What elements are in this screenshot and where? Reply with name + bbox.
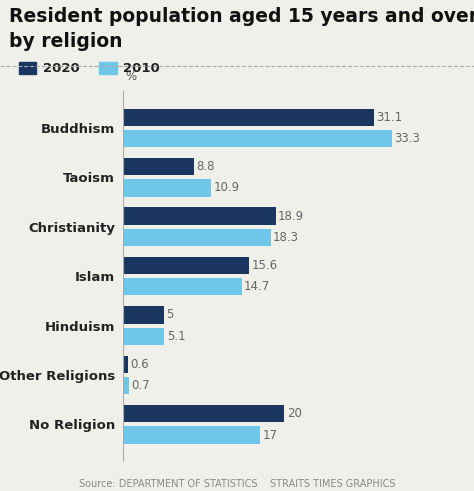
Text: 18.9: 18.9 — [278, 210, 304, 222]
Text: 18.3: 18.3 — [273, 231, 299, 244]
Bar — [123, 356, 128, 373]
Text: 8.8: 8.8 — [197, 160, 215, 173]
Bar — [123, 109, 374, 126]
Bar — [123, 130, 392, 147]
Text: 31.1: 31.1 — [376, 111, 402, 124]
Bar — [123, 229, 271, 246]
Bar — [123, 278, 242, 296]
Text: 5.1: 5.1 — [167, 330, 185, 343]
Text: 33.3: 33.3 — [394, 132, 420, 145]
Text: 5: 5 — [166, 308, 173, 322]
Text: Source: DEPARTMENT OF STATISTICS    STRAITS TIMES GRAPHICS: Source: DEPARTMENT OF STATISTICS STRAITS… — [79, 479, 395, 489]
Text: 17: 17 — [263, 429, 278, 441]
Bar — [123, 427, 260, 444]
Bar — [123, 405, 284, 422]
Bar — [123, 158, 194, 175]
Bar — [123, 179, 211, 196]
Text: Resident population aged 15 years and over: Resident population aged 15 years and ov… — [9, 7, 474, 27]
Text: 0.7: 0.7 — [131, 379, 150, 392]
Bar — [123, 208, 275, 225]
Text: 0.6: 0.6 — [130, 358, 149, 371]
Bar — [123, 377, 129, 394]
Bar — [123, 257, 249, 274]
Bar — [123, 306, 164, 324]
Text: 15.6: 15.6 — [251, 259, 277, 272]
Text: 20: 20 — [287, 408, 301, 420]
Text: 14.7: 14.7 — [244, 280, 270, 293]
Text: %: % — [126, 70, 137, 83]
Text: 10.9: 10.9 — [213, 182, 240, 194]
Text: by religion: by religion — [9, 32, 123, 51]
Legend: 2020, 2010: 2020, 2010 — [14, 56, 165, 81]
Bar — [123, 327, 164, 345]
